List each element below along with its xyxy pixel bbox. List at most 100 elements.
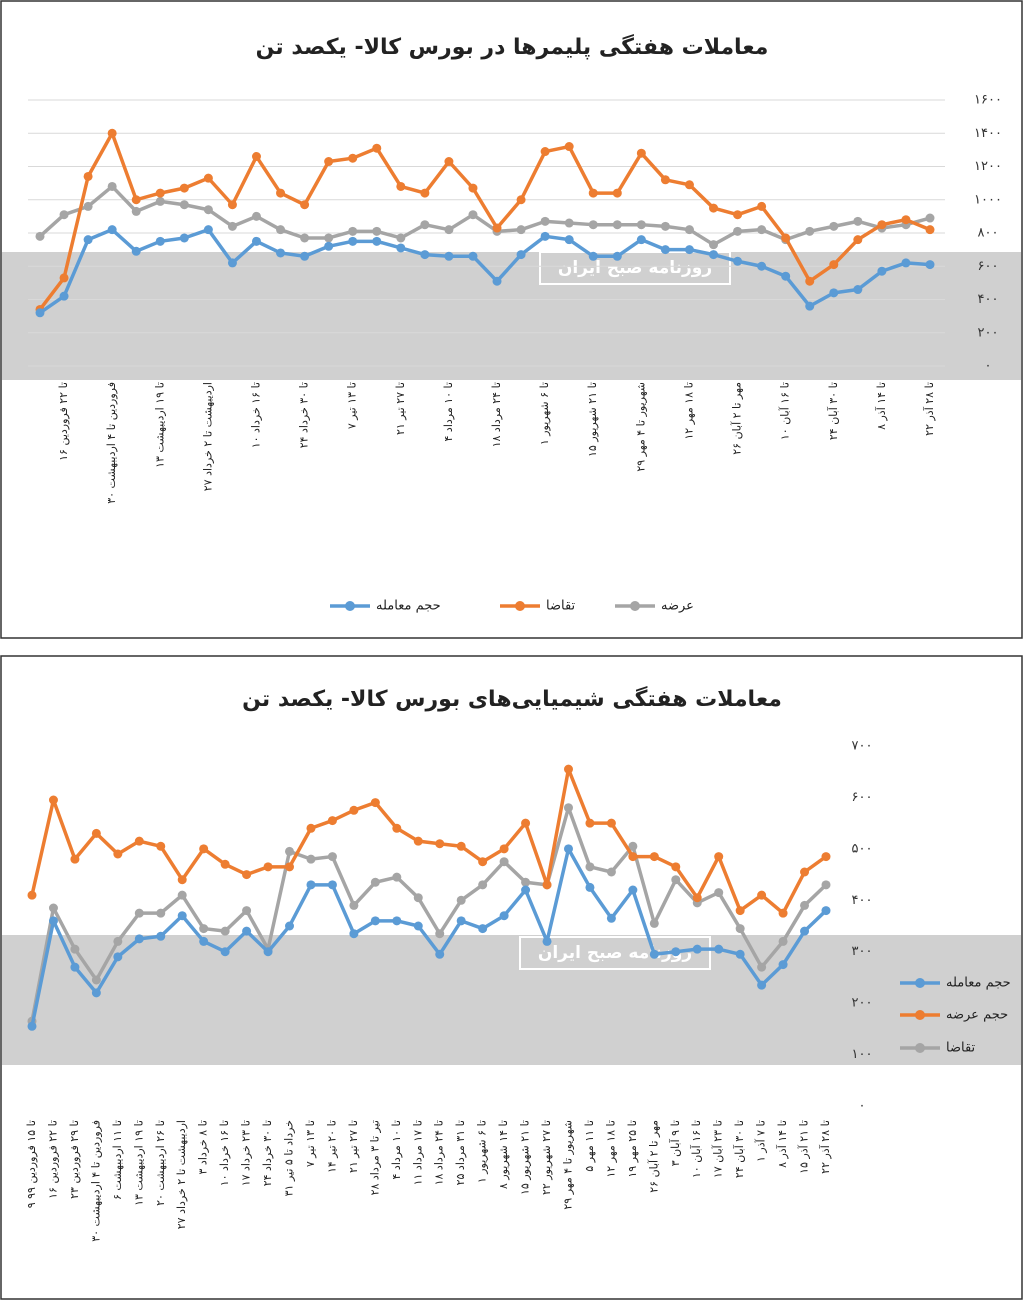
data-point [585, 862, 595, 872]
x-tick-label: ۳۱ خرداد تا ۵ تیر [283, 1120, 296, 1196]
data-point [420, 250, 430, 260]
y-tick-label: ۶۰۰ [852, 790, 873, 805]
x-tick-label: ۳ تا ۸ خرداد [197, 1120, 210, 1174]
data-point [499, 844, 509, 854]
data-point [468, 210, 478, 220]
data-point [649, 918, 659, 928]
data-point [251, 211, 261, 221]
data-point [91, 975, 101, 985]
y-tick-label: ۲۰۰ [852, 996, 873, 1011]
data-point [131, 246, 141, 256]
data-point [636, 220, 646, 230]
data-point [155, 188, 165, 198]
data-point [35, 308, 45, 318]
data-point [155, 196, 165, 206]
data-point [327, 852, 337, 862]
x-tick-label: ۲۵ تا ۳۱ مرداد [454, 1120, 467, 1185]
data-point [649, 852, 659, 862]
data-point [91, 988, 101, 998]
watermark-band [2, 252, 1021, 380]
data-point [564, 142, 574, 152]
data-point [435, 839, 445, 849]
legend-label: حجم عرضه [946, 1008, 1008, 1023]
data-point [372, 236, 382, 246]
data-point [757, 261, 767, 271]
x-tick-label: ۱۳ تا ۱۹ اردیبهشت [132, 1120, 145, 1206]
data-point [392, 872, 402, 882]
data-point [901, 258, 911, 268]
data-point [492, 223, 502, 233]
data-point [392, 823, 402, 833]
data-point [413, 893, 423, 903]
x-tick-label: ۱۰ تا ۱۶ خرداد [249, 382, 262, 448]
data-point [540, 147, 550, 157]
data-point [714, 944, 724, 954]
data-point [156, 841, 166, 851]
data-point [220, 947, 230, 957]
x-tick-label: ۲۷ اردیبهشت تا ۲ خرداد [175, 1120, 188, 1229]
data-point [516, 250, 526, 260]
data-point [59, 273, 69, 283]
data-point [300, 251, 310, 261]
x-tick-label: ۷ تا ۱۳ تیر [346, 382, 359, 429]
data-point [684, 225, 694, 235]
data-point [563, 803, 573, 813]
legend-label: حجم معامله [946, 976, 1011, 991]
data-point [107, 181, 117, 191]
data-point [757, 225, 767, 235]
x-tick-label: ۱۰ تا ۱۶ آبان [778, 382, 792, 440]
data-point [285, 846, 295, 856]
y-tick-label: ۰ [859, 1099, 866, 1114]
data-point [285, 862, 295, 872]
x-tick-label: ۱۱ تا ۱۷ مرداد [411, 1120, 424, 1185]
data-point [628, 852, 638, 862]
data-point [671, 862, 681, 872]
data-point [606, 867, 616, 877]
x-tick-label: ۱۶ تا ۲۲ فروردین [57, 382, 70, 461]
data-point [516, 225, 526, 235]
x-tick-label: ۳۰ فروردین تا ۴ اردیبهشت [89, 1120, 102, 1242]
data-point [285, 921, 295, 931]
data-point [821, 880, 831, 890]
x-tick-label: ۲۴ تا ۳۰ خرداد [261, 1120, 274, 1186]
x-tick-label: ۱۵ تا ۲۱ شهریور [586, 382, 599, 457]
x-tick-label: ۲۴ تا ۳۰ آبان [732, 1120, 746, 1178]
data-point [606, 913, 616, 923]
data-point [59, 291, 69, 301]
data-point [276, 225, 286, 235]
y-tick-label: ۴۰۰ [852, 893, 873, 908]
data-point [805, 226, 815, 236]
data-point [199, 924, 209, 934]
data-point [134, 934, 144, 944]
data-point [612, 188, 622, 198]
data-point [628, 885, 638, 895]
data-point [709, 203, 719, 213]
data-point [370, 877, 380, 887]
y-tick-label: ۳۰۰ [852, 944, 873, 959]
data-point [757, 962, 767, 972]
data-point [735, 906, 745, 916]
data-point [70, 854, 80, 864]
data-point [781, 233, 791, 243]
data-point [276, 188, 286, 198]
data-point [542, 880, 552, 890]
data-point [227, 221, 237, 231]
x-tick-label: ۱ تا ۷ آذر [754, 1120, 768, 1162]
data-point [107, 225, 117, 235]
data-point [521, 885, 531, 895]
data-point [877, 266, 887, 276]
x-tick-label: ۷ تا ۱۳ تیر [304, 1120, 317, 1167]
data-point [179, 183, 189, 193]
data-point [83, 201, 93, 211]
data-point [821, 852, 831, 862]
x-tick-label: ۴ تا ۱۰ مرداد [390, 1120, 403, 1179]
y-tick-label: ۶۰۰ [978, 259, 999, 274]
data-point [263, 862, 273, 872]
y-tick-label: ۸۰۰ [978, 226, 999, 241]
data-point [925, 225, 935, 235]
data-point [709, 240, 719, 250]
data-point [456, 895, 466, 905]
x-tick-label: ۶ تا ۱۱ اردیبهشت [111, 1120, 124, 1200]
data-point [27, 890, 37, 900]
data-point [420, 188, 430, 198]
